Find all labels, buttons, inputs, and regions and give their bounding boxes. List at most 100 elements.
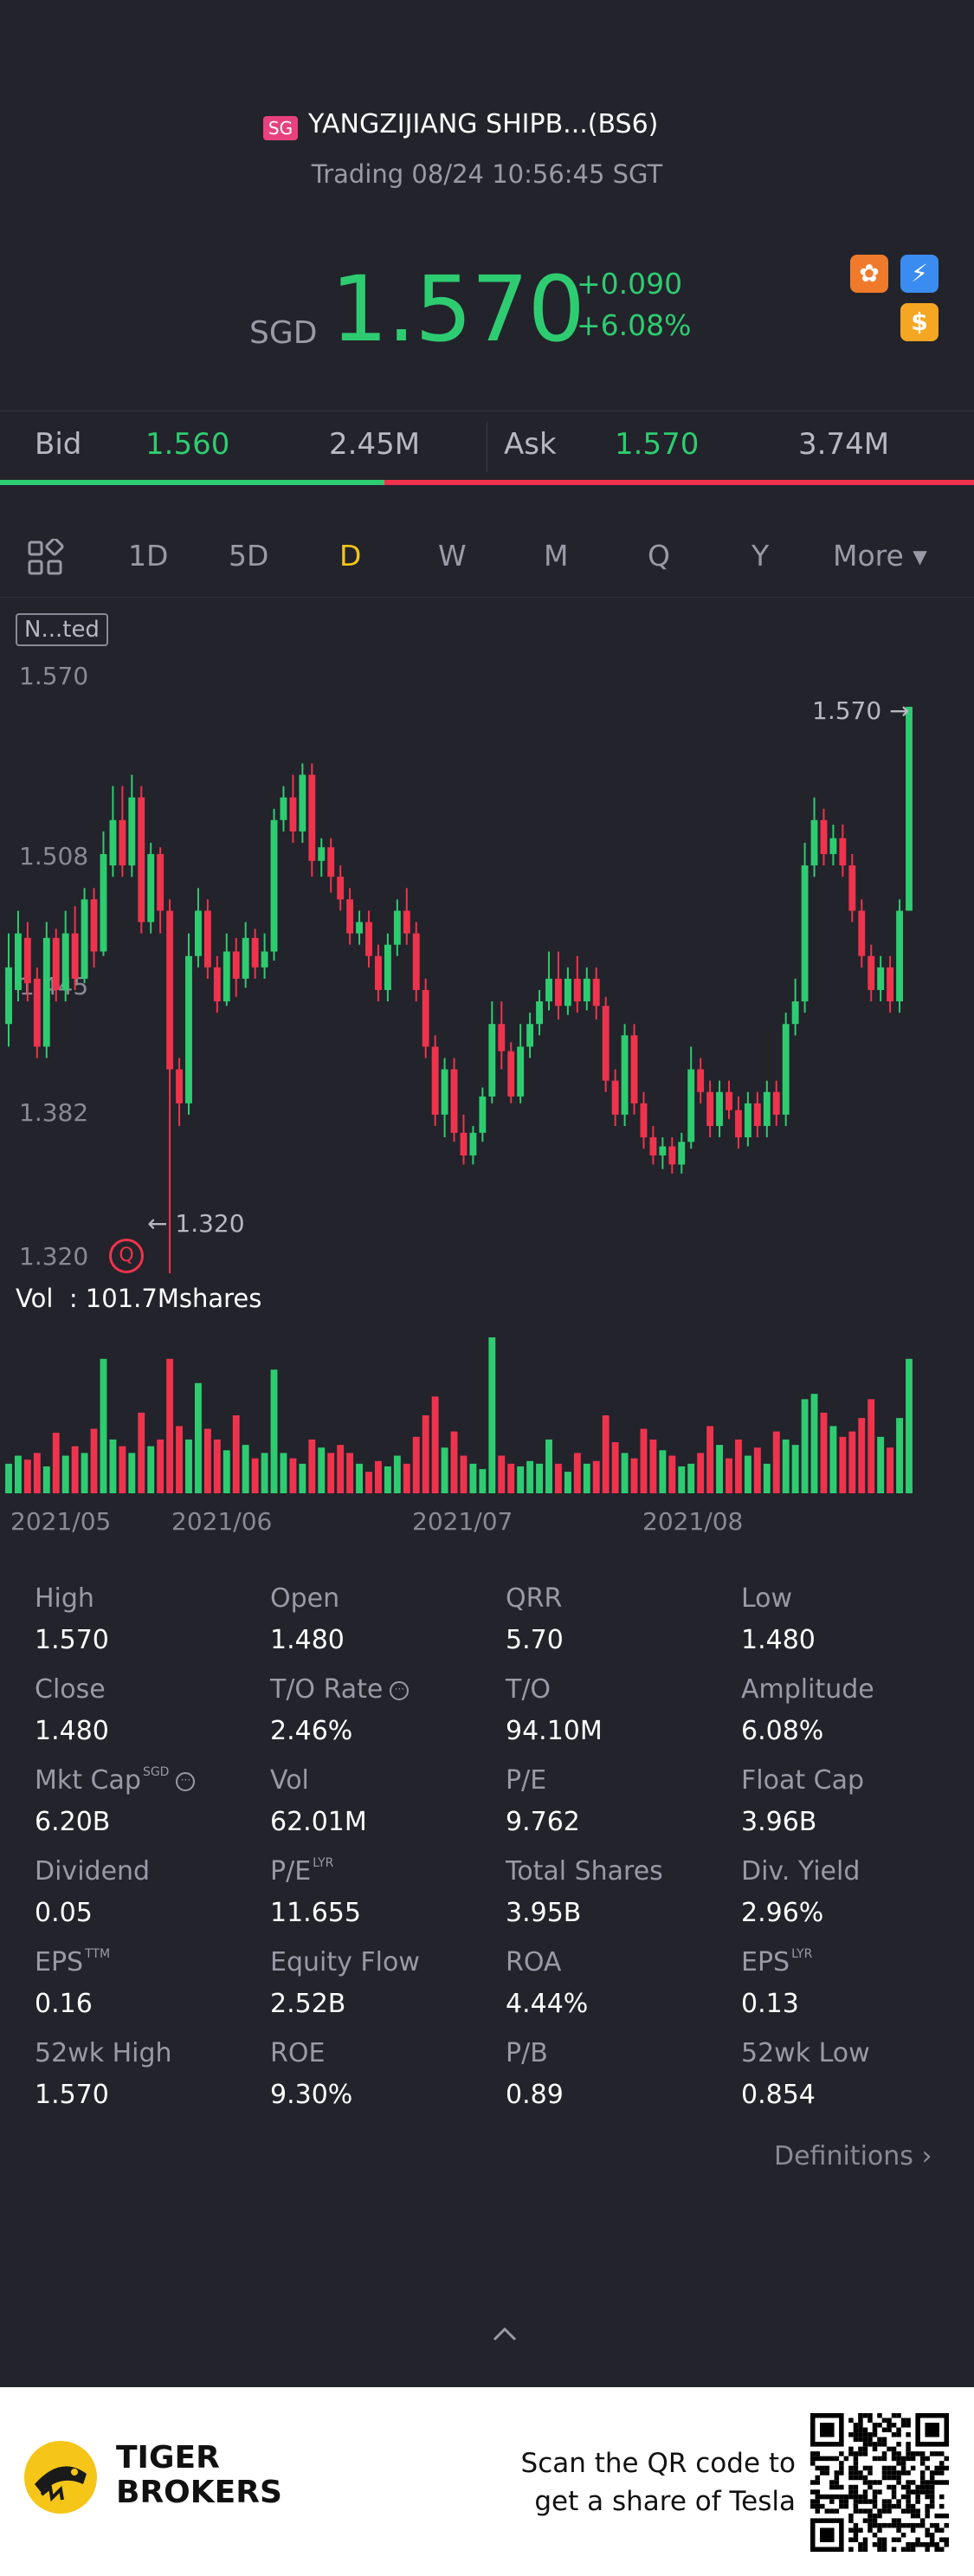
tab-w[interactable]: W (438, 539, 467, 573)
tab-d[interactable]: D (339, 539, 362, 573)
candle-body (232, 951, 240, 979)
stat-label: P/E LYR (270, 1856, 333, 1887)
stat-label[interactable]: Mkt Cap SGD ··· (35, 1765, 196, 1796)
stat-label-text: Close (35, 1674, 106, 1705)
stock-name[interactable]: YANGZIJIANG SHIPB...(BS6) (308, 109, 659, 139)
y-tick: 1.320 (19, 1242, 89, 1271)
tab-m[interactable]: M (544, 539, 569, 573)
candlestick-chart[interactable] (0, 676, 974, 1507)
candle-body (5, 967, 12, 1025)
tab-more[interactable]: More ▾ (833, 539, 927, 573)
candle-body (621, 1035, 629, 1115)
currency-label: SGD (249, 315, 318, 351)
volume-bar (887, 1447, 894, 1493)
stat-value: 1.570 (35, 2080, 109, 2110)
candle-body (203, 910, 211, 968)
stat-label: 52wk High (35, 2038, 172, 2068)
tab-y[interactable]: Y (751, 539, 770, 573)
volume-bar (441, 1447, 448, 1493)
stat-value: 9.30% (270, 2080, 353, 2110)
volume-bar (772, 1431, 780, 1493)
candle-body (839, 838, 847, 866)
bid-ratio-bar (0, 480, 385, 485)
tab-q[interactable]: Q (648, 539, 670, 573)
candle-body (450, 1069, 458, 1133)
candle-body (61, 933, 69, 990)
stat-label[interactable]: T/O Rate ··· (270, 1674, 410, 1705)
stat-label: Open (270, 1583, 339, 1614)
volume-bar (801, 1399, 809, 1493)
stat-value: 0.16 (35, 1989, 93, 2019)
more-info-icon[interactable]: ··· (390, 1680, 410, 1700)
candle-body (356, 922, 363, 934)
volume-bar (791, 1445, 799, 1493)
candle-body (223, 951, 230, 1002)
volume-bar (877, 1436, 885, 1493)
stat-label: Float Cap (741, 1765, 864, 1796)
stat-label-text: Low (741, 1583, 793, 1614)
volume-bar (555, 1463, 562, 1493)
promo-footer: TIGER BROKERS Scan the QR code to get a … (0, 2387, 974, 2576)
chevron-up-icon[interactable] (492, 2325, 518, 2342)
tab-1d[interactable]: 1D (128, 539, 169, 573)
bid-label: Bid (35, 427, 82, 462)
stat-label: P/B (506, 2038, 548, 2068)
candle-body (706, 1091, 714, 1126)
candle-body (280, 797, 287, 820)
candle-body (479, 1096, 487, 1133)
quarterly-report-badge[interactable]: Q (109, 1239, 144, 1273)
candle-body (270, 819, 278, 952)
stat-label: Total Shares (506, 1856, 663, 1887)
stat-value: 3.95B (506, 1898, 582, 1928)
candle-body (640, 1103, 648, 1138)
qr-code[interactable] (810, 2413, 949, 2552)
stat-label-text: Amplitude (741, 1674, 874, 1705)
candle-body (858, 910, 866, 956)
candle-body (545, 978, 552, 1002)
low-price-value: 1.320 (175, 1209, 245, 1238)
volume-bar (507, 1463, 515, 1493)
candle-body (602, 1006, 610, 1081)
definitions-link[interactable]: Definitions › (774, 2141, 932, 2171)
ask-price: 1.570 (615, 427, 700, 462)
candle-body (906, 707, 913, 911)
candle-body (299, 774, 306, 832)
trade-icon[interactable]: ✿ (850, 255, 888, 293)
flash-icon[interactable]: ⚡ (900, 255, 939, 293)
stat-value: 0.89 (506, 2080, 564, 2110)
volume-label: Vol : 101.7Mshares (16, 1284, 262, 1313)
volume-bar (839, 1436, 847, 1493)
candle-body (820, 819, 828, 855)
volume-bar (100, 1358, 107, 1493)
candle-body (393, 910, 401, 945)
stat-label: High (35, 1583, 94, 1614)
stat-value: 0.13 (741, 1989, 799, 2019)
candle-body (42, 937, 50, 1047)
volume-bar (611, 1442, 619, 1493)
volume-bar (659, 1450, 667, 1493)
tab-5d[interactable]: 5D (229, 539, 269, 573)
candle-body (810, 819, 818, 866)
indicator-selector[interactable]: N...ted (16, 613, 108, 646)
volume-bar (280, 1453, 287, 1493)
candle-body (517, 1046, 525, 1097)
volume-bar (393, 1455, 401, 1493)
candle-body (687, 1069, 695, 1142)
stat-value: 1.480 (741, 1625, 816, 1655)
dollar-icon[interactable]: $ (900, 303, 939, 341)
candle-body (649, 1137, 657, 1155)
candle-body (441, 1069, 448, 1115)
volume-bar (52, 1433, 60, 1493)
volume-bar (526, 1460, 534, 1493)
candle-body (327, 847, 335, 877)
volume-bar (33, 1453, 41, 1493)
volume-bar (242, 1445, 249, 1493)
volume-bar (128, 1453, 136, 1493)
candle-body (726, 1091, 732, 1110)
candle-body (15, 933, 22, 990)
stat-label-text: Dividend (35, 1856, 151, 1887)
volume-bar (829, 1426, 837, 1493)
layout-grid-icon[interactable] (26, 539, 64, 577)
candle-body (176, 1069, 183, 1104)
more-info-icon[interactable]: ··· (176, 1771, 196, 1791)
